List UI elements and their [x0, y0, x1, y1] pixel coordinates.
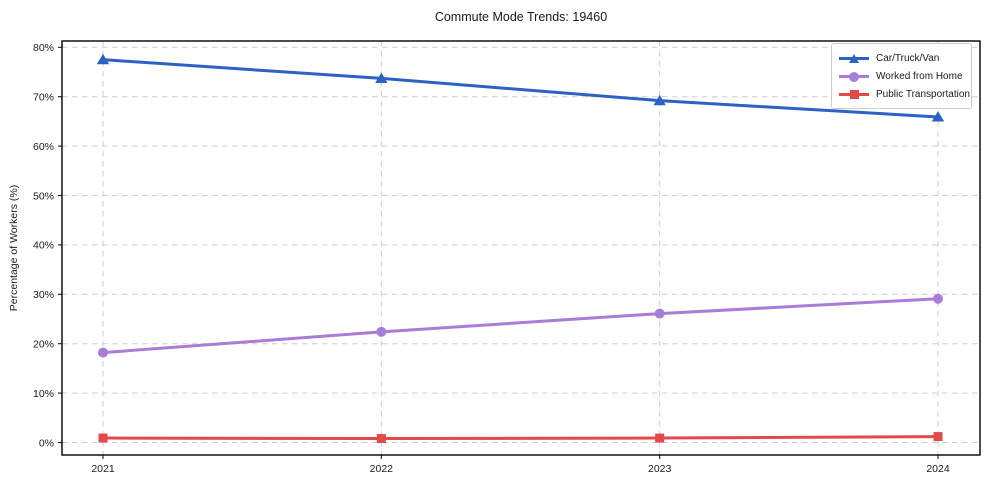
series-line-car-truck-van: [101, 58, 940, 119]
series-line-worked-from-home: [101, 297, 940, 355]
square-line-swatch-icon: [839, 89, 869, 100]
y-tick-label: 80%: [33, 42, 54, 54]
y-axis-label: Percentage of Workers (%): [8, 185, 20, 311]
legend-item-car-truck-van: Car/Truck/Van: [839, 49, 963, 67]
circle-line-swatch-icon: [839, 71, 869, 82]
circle-marker: [654, 308, 665, 319]
y-tick-label: 10%: [33, 388, 54, 400]
y-tick-label: 70%: [33, 92, 54, 104]
triangle-marker: [931, 111, 945, 122]
square-marker: [655, 433, 665, 443]
triangle-line-swatch-icon: [839, 53, 869, 64]
circle-marker: [933, 293, 943, 304]
y-tick-label: 20%: [33, 339, 54, 351]
circle-marker: [376, 326, 387, 337]
legend-item-public-transportation: Public Transportation: [839, 85, 970, 103]
legend-item-worked-from-home: Worked from Home: [839, 67, 963, 85]
legend: Car/Truck/Van Worked from Home Public Tr…: [831, 43, 972, 109]
triangle-marker: [375, 72, 388, 84]
x-tick-label: 2024: [926, 463, 950, 475]
plot-border: [61, 40, 981, 456]
y-tick-label: 60%: [33, 141, 54, 153]
x-tick-label: 2022: [370, 463, 394, 475]
x-tick-label: 2021: [91, 463, 115, 475]
y-tick-label: 0%: [39, 437, 54, 449]
y-tick-label: 30%: [33, 289, 54, 301]
legend-label: Public Transportation: [876, 88, 970, 100]
y-tick-label: 50%: [33, 190, 54, 202]
triangle-marker: [96, 53, 110, 65]
plot-area: 0% 10% 20% 30% 40% 50% 60% 70% 80% 2021 2022 2023 20…: [33, 40, 981, 475]
square-marker: [98, 433, 108, 443]
chart-title: Commute Mode Trends: 19460: [435, 10, 607, 24]
legend-label: Worked from Home: [876, 70, 963, 82]
circle-marker: [98, 347, 108, 358]
triangle-marker: [653, 94, 666, 106]
square-marker: [376, 434, 386, 444]
square-marker: [933, 432, 943, 442]
y-tick-label: 40%: [33, 240, 54, 252]
x-tick-label: 2023: [648, 463, 672, 475]
series-line-public-transportation: [101, 435, 940, 441]
legend-label: Car/Truck/Van: [876, 52, 940, 64]
